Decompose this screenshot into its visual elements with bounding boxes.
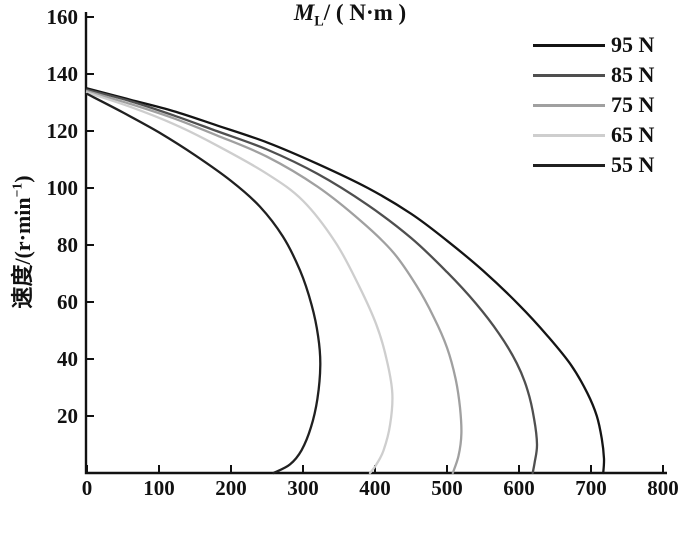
x-axis-variable-subscript: L xyxy=(314,13,324,30)
y-tick-label: 140 xyxy=(47,62,79,86)
legend-label: 55 N xyxy=(611,152,655,177)
y-axis-label-text: 速度/(r·min xyxy=(10,197,35,309)
y-tick-label: 40 xyxy=(57,347,78,371)
legend-entry-75-n: 75 N xyxy=(533,90,654,120)
x-tick-label: 0 xyxy=(82,476,93,500)
y-tick-label: 80 xyxy=(57,233,78,257)
curve-65-n xyxy=(85,91,394,475)
y-axis-label-exponent: −1 xyxy=(9,182,25,198)
y-tick-label: 120 xyxy=(47,119,79,143)
legend: 95 N 85 N 75 N 65 N 55 N xyxy=(533,30,654,180)
x-tick-label: 600 xyxy=(503,476,535,500)
curve-85-n xyxy=(85,88,539,475)
y-tick-label: 60 xyxy=(57,290,78,314)
x-axis-variable: M xyxy=(293,0,315,25)
legend-line-swatch xyxy=(533,103,605,107)
legend-label: 75 N xyxy=(611,92,655,117)
y-tick-label: 100 xyxy=(47,176,79,200)
legend-label: 95 N xyxy=(611,32,655,57)
y-axis-label-suffix: ) xyxy=(10,175,35,183)
curve-75-n xyxy=(85,89,463,475)
legend-line-swatch xyxy=(533,43,605,47)
legend-entry-65-n: 65 N xyxy=(533,120,654,150)
legend-line-swatch xyxy=(533,163,605,167)
curve-95-n xyxy=(85,87,606,475)
x-axis-unit: / ( N·m ) xyxy=(323,0,407,25)
x-tick-label: 500 xyxy=(431,476,463,500)
x-axis-label: ML/ ( N·m ) xyxy=(0,0,700,31)
x-tick-label: 700 xyxy=(575,476,607,500)
legend-line-swatch xyxy=(533,133,605,137)
x-tick-label: 100 xyxy=(143,476,175,500)
x-tick-label: 200 xyxy=(215,476,247,500)
legend-entry-95-n: 95 N xyxy=(533,30,654,60)
x-tick-label: 300 xyxy=(287,476,319,500)
y-tick-label: 160 xyxy=(47,5,79,29)
legend-entry-55-n: 55 N xyxy=(533,150,654,180)
curve-55-n xyxy=(85,92,322,475)
x-tick-label: 800 xyxy=(647,476,679,500)
legend-label: 65 N xyxy=(611,122,655,147)
legend-line-swatch xyxy=(533,73,605,77)
legend-label: 85 N xyxy=(611,62,655,87)
x-tick-label: 400 xyxy=(359,476,391,500)
y-tick-label: 20 xyxy=(57,404,78,428)
legend-entry-85-n: 85 N xyxy=(533,60,654,90)
y-axis-label: 速度/(r·min−1) xyxy=(5,175,37,308)
